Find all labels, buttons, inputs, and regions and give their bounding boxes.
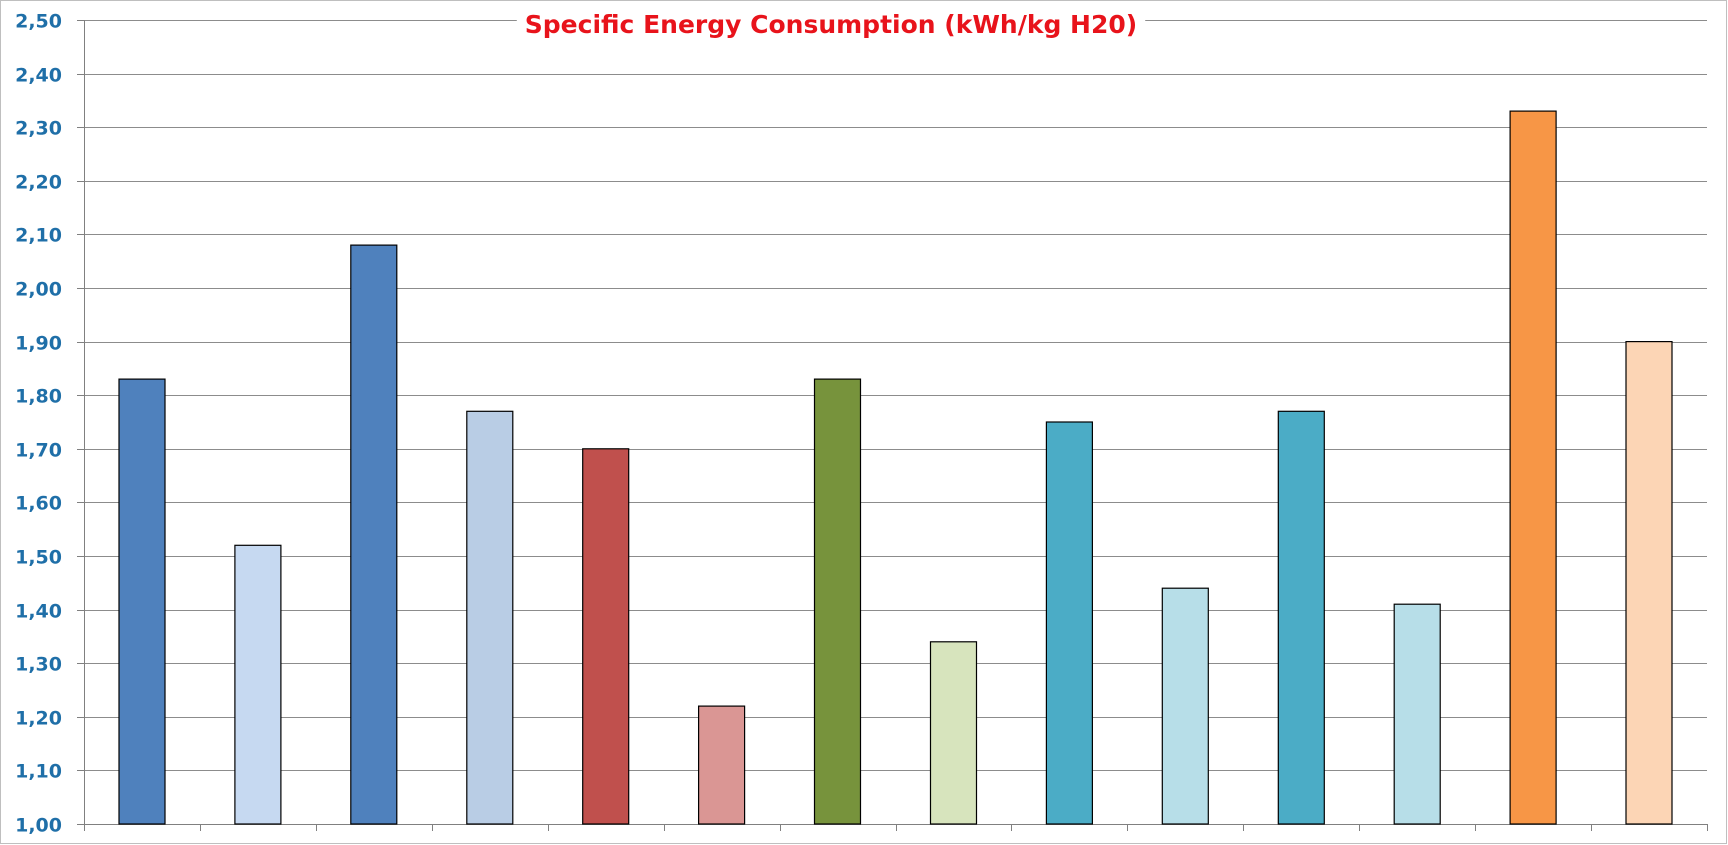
bar-7 bbox=[813, 378, 862, 825]
y-tick-label: 1,20 bbox=[15, 708, 62, 730]
y-tick-label: 1,40 bbox=[15, 601, 62, 623]
bar-6 bbox=[697, 705, 746, 825]
chart-title-group: Specific Energy Consumption (kWh/kg H20) bbox=[516, 8, 1146, 41]
bar-3 bbox=[350, 244, 398, 825]
bar-10 bbox=[1161, 587, 1209, 825]
y-tick-label: 1,50 bbox=[15, 547, 62, 569]
bar-9 bbox=[1045, 421, 1094, 825]
bar-11 bbox=[1277, 410, 1325, 825]
bar-4 bbox=[466, 410, 514, 825]
y-tick-label: 1,00 bbox=[15, 815, 62, 837]
y-tick-label: 2,30 bbox=[15, 118, 62, 140]
y-tick-label: 2,00 bbox=[15, 279, 62, 301]
y-tick-label: 1,30 bbox=[15, 654, 62, 676]
bar-13 bbox=[1509, 110, 1557, 825]
y-tick-label: 2,20 bbox=[15, 172, 62, 194]
bars bbox=[118, 110, 1673, 825]
y-tick-label: 2,10 bbox=[15, 225, 62, 247]
gridlines bbox=[84, 20, 1707, 825]
bar-8 bbox=[929, 641, 978, 825]
y-tick-label: 2,50 bbox=[15, 11, 62, 33]
bar-14 bbox=[1625, 341, 1673, 825]
bar-1 bbox=[118, 378, 166, 825]
chart-title: Specific Energy Consumption (kWh/kg H20) bbox=[525, 10, 1137, 39]
bar-2 bbox=[234, 544, 282, 825]
y-tick-label: 1,80 bbox=[15, 386, 62, 408]
bar-12 bbox=[1393, 603, 1441, 825]
y-tick-label: 1,60 bbox=[15, 493, 62, 515]
chart-title-background bbox=[516, 8, 1146, 41]
y-tick-label: 1,10 bbox=[15, 761, 62, 783]
bar-5 bbox=[582, 448, 630, 825]
y-tick-label: 2,40 bbox=[15, 65, 62, 87]
y-tick-label: 1,70 bbox=[15, 440, 62, 462]
y-tick-label: 1,90 bbox=[15, 333, 62, 355]
